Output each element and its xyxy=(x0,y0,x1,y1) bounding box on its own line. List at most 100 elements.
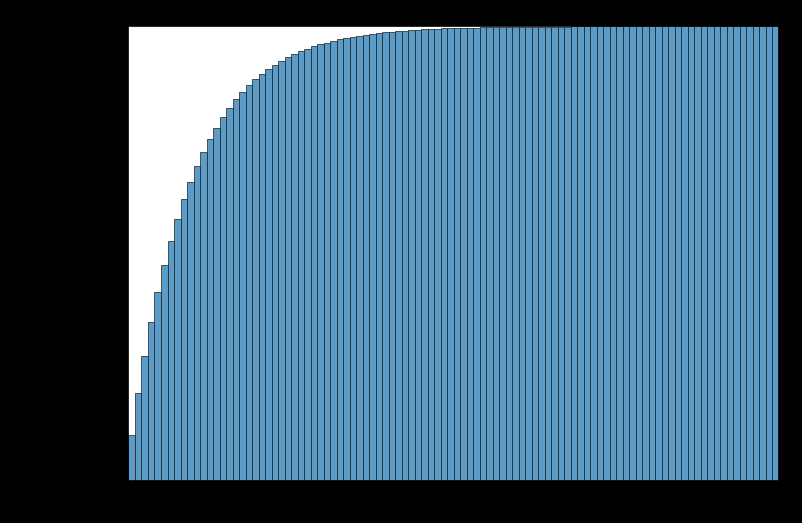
Bar xyxy=(759,26,765,481)
Bar xyxy=(356,36,363,481)
Bar xyxy=(512,27,518,481)
Bar xyxy=(719,26,726,481)
Bar xyxy=(583,27,589,481)
Bar xyxy=(245,85,252,481)
Bar xyxy=(694,26,700,481)
Bar xyxy=(258,74,265,481)
Bar xyxy=(726,26,732,481)
Bar xyxy=(460,28,466,481)
Bar xyxy=(395,31,401,481)
Bar xyxy=(135,392,141,481)
Bar xyxy=(661,26,667,481)
Bar xyxy=(271,65,277,481)
Bar xyxy=(414,30,420,481)
Bar xyxy=(239,92,245,481)
Bar xyxy=(420,29,427,481)
Bar xyxy=(434,29,440,481)
Bar xyxy=(317,44,323,481)
Bar xyxy=(745,26,752,481)
Bar xyxy=(564,27,570,481)
Bar xyxy=(570,27,577,481)
Bar xyxy=(589,26,596,481)
Bar xyxy=(128,435,135,481)
Bar xyxy=(596,26,602,481)
Bar xyxy=(453,28,460,481)
Bar xyxy=(485,27,492,481)
Bar xyxy=(369,34,375,481)
Bar xyxy=(401,31,407,481)
Bar xyxy=(277,61,284,481)
Bar xyxy=(382,32,388,481)
Bar xyxy=(304,49,310,481)
Bar xyxy=(635,26,642,481)
Bar xyxy=(492,27,499,481)
Bar xyxy=(206,139,213,481)
Bar xyxy=(765,26,772,481)
Bar xyxy=(772,26,778,481)
Bar xyxy=(622,26,629,481)
Bar xyxy=(667,26,674,481)
Bar xyxy=(440,28,447,481)
Bar xyxy=(531,27,537,481)
Bar xyxy=(330,41,336,481)
Bar xyxy=(577,27,583,481)
Bar xyxy=(187,181,193,481)
Bar xyxy=(752,26,759,481)
Bar xyxy=(707,26,713,481)
Bar xyxy=(226,108,233,481)
Bar xyxy=(615,26,622,481)
Bar xyxy=(219,118,226,481)
Bar xyxy=(602,26,609,481)
Bar xyxy=(427,29,434,481)
Bar xyxy=(265,70,271,481)
Bar xyxy=(550,27,557,481)
Bar xyxy=(472,28,479,481)
Bar xyxy=(642,26,648,481)
Bar xyxy=(544,27,550,481)
Bar xyxy=(447,28,453,481)
Bar xyxy=(193,166,200,481)
Bar xyxy=(518,27,525,481)
Bar xyxy=(654,26,661,481)
Bar xyxy=(557,27,564,481)
Bar xyxy=(342,38,349,481)
Bar xyxy=(233,99,239,481)
Bar xyxy=(168,241,174,481)
Bar xyxy=(298,51,304,481)
Bar xyxy=(291,54,298,481)
Bar xyxy=(336,39,342,481)
Bar xyxy=(609,26,616,481)
Bar xyxy=(700,26,707,481)
Bar xyxy=(629,26,635,481)
Bar xyxy=(310,47,317,481)
Bar xyxy=(375,33,382,481)
Bar xyxy=(213,128,219,481)
Bar xyxy=(687,26,694,481)
Bar xyxy=(466,28,472,481)
Bar xyxy=(648,26,654,481)
Bar xyxy=(284,57,291,481)
Bar xyxy=(525,27,531,481)
Bar xyxy=(174,219,180,481)
Bar xyxy=(537,27,544,481)
Bar xyxy=(141,356,148,481)
Bar xyxy=(180,199,187,481)
Bar xyxy=(363,35,369,481)
Bar xyxy=(252,79,258,481)
Bar xyxy=(349,37,356,481)
Bar xyxy=(323,43,330,481)
Bar xyxy=(713,26,719,481)
Bar xyxy=(505,27,512,481)
Bar xyxy=(154,292,160,481)
Bar xyxy=(680,26,687,481)
Bar xyxy=(388,32,395,481)
Bar xyxy=(200,152,206,481)
Bar xyxy=(479,27,485,481)
Bar xyxy=(148,322,154,481)
Bar xyxy=(499,27,505,481)
Bar xyxy=(674,26,680,481)
Bar xyxy=(732,26,739,481)
Bar xyxy=(739,26,745,481)
Bar xyxy=(160,265,168,481)
Bar xyxy=(407,30,414,481)
